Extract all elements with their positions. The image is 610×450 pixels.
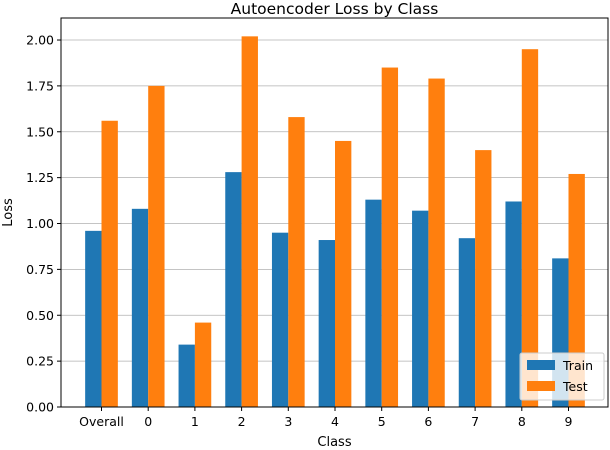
bar-test-overall [101,120,118,408]
bars [85,36,585,408]
bar-test-0 [148,85,165,407]
bar-test-3 [288,117,305,408]
y-tick-label: 1.50 [26,124,54,139]
x-tick-label: 4 [331,414,339,429]
bar-train-4 [318,240,335,407]
y-axis-ticks: 0.00 0.25 0.50 0.75 1.00 1.25 1.50 1.75 2.00 [26,33,61,415]
x-tick-label: 3 [284,414,292,429]
y-tick-label: 1.00 [26,216,54,231]
x-tick-label: 8 [518,414,526,429]
y-tick-label: 0.50 [26,308,54,323]
legend-label-train: Train [562,358,593,373]
bar-test-1 [194,322,212,407]
x-tick-label: 6 [424,414,432,429]
x-tick-label: 9 [565,414,573,429]
y-tick-label: 2.00 [26,33,54,48]
x-axis-ticks: Overall 0 1 2 3 4 5 6 7 8 9 [79,407,573,429]
bar-train-3 [271,232,289,407]
bar-train-2 [225,172,242,407]
bar-train-7 [458,238,476,407]
x-tick-label: 7 [471,414,479,429]
chart-title: Autoencoder Loss by Class [231,0,439,18]
bar-test-4 [335,140,352,408]
bar-test-8 [521,49,539,408]
y-tick-label: 0.75 [26,262,54,277]
bar-train-0 [131,208,149,407]
legend-swatch-train [527,360,555,370]
bar-train-5 [365,199,382,407]
bar-train-8 [505,201,522,407]
bar-test-5 [381,67,399,407]
legend: Train Test [519,352,605,401]
bar-train-overall [85,230,102,407]
bar-test-9 [568,173,585,407]
bar-test-6 [428,78,445,408]
y-tick-label: 1.25 [26,170,54,185]
y-tick-label: 0.25 [26,354,54,369]
legend-swatch-test [527,381,555,391]
bar-train-1 [178,344,195,407]
x-tick-label: 5 [378,414,386,429]
bar-test-7 [475,150,492,407]
x-tick-label: Overall [79,414,124,429]
bar-test-2 [241,36,258,407]
x-axis-label: Class [317,435,351,450]
y-axis-label: Loss [1,198,16,227]
y-tick-label: 1.75 [26,78,54,93]
y-tick-label: 0.00 [26,400,54,415]
x-tick-label: 1 [191,414,199,429]
x-tick-label: 2 [238,414,246,429]
legend-label-test: Test [562,379,588,394]
x-tick-label: 0 [144,414,152,429]
bar-train-6 [412,210,429,407]
